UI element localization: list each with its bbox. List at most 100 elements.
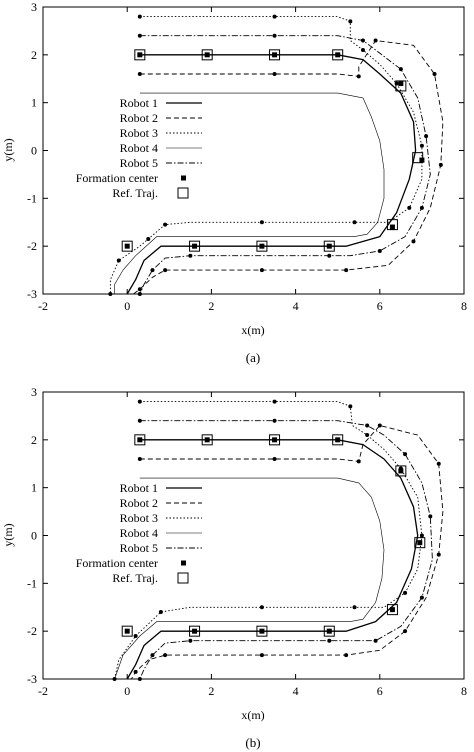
panel-a-legend-label: Robot 5 bbox=[120, 156, 158, 170]
panel-a-xtick-label: 6 bbox=[377, 299, 383, 313]
panel-b-formation-center-point bbox=[192, 628, 198, 634]
panel-b-robot-2-sample-point bbox=[344, 653, 349, 658]
panel-b-ref-traj-point bbox=[332, 434, 344, 446]
panel-a-robot-5-sample-point bbox=[137, 292, 142, 296]
panel-a-robot-3-sample-point bbox=[352, 220, 357, 225]
panel-b-robot-3-sample-point bbox=[365, 433, 370, 438]
panel-b-robot-5-sample-point bbox=[188, 638, 193, 643]
panel-b-robot-5-sample-point bbox=[137, 418, 142, 423]
panel-a-ytick-label: -1 bbox=[27, 191, 37, 205]
panel-a-ref-traj-point bbox=[386, 219, 398, 231]
panel-a-robot-3-sample-point bbox=[360, 48, 365, 53]
panel-b-series-layer bbox=[112, 399, 444, 681]
panel-b-robot-5-sample-point bbox=[150, 653, 155, 658]
panel-b-robot-3-sample-point bbox=[259, 605, 264, 610]
panel-b-formation-center-point bbox=[272, 437, 278, 443]
panel-a-robot-5-sample-point bbox=[150, 268, 155, 273]
panel-a-robot-3-sample-point bbox=[116, 258, 121, 263]
panel-b-legend-label: Formation center bbox=[76, 556, 158, 570]
panel-b-robot-3-sample-point bbox=[403, 590, 408, 595]
panel-a-robot-3-sample-point bbox=[407, 205, 412, 210]
panel-b-robot-3-sample-point bbox=[137, 399, 142, 404]
panel-b-ytick-label: 3 bbox=[31, 385, 37, 399]
panel-b-robot-3-sample-point bbox=[133, 633, 138, 638]
panel-b-caption: (b) bbox=[245, 735, 260, 750]
panel-b-ytick-label: 1 bbox=[31, 481, 37, 495]
panel-b-robot-2-sample-point bbox=[377, 423, 382, 428]
panel-b-ref-traj-point bbox=[386, 604, 398, 616]
panel-a-plot-frame bbox=[42, 6, 465, 295]
panel-a-ref-traj-point bbox=[189, 240, 201, 252]
panel-a-robot-3-sample-point bbox=[146, 236, 151, 241]
panel-a-ytick-label: 2 bbox=[31, 48, 37, 62]
panel-b-legend-label: Robot 5 bbox=[120, 541, 158, 555]
panel-a-robot-5-sample-point bbox=[188, 253, 193, 258]
panel-b-marker-layer bbox=[121, 434, 426, 637]
panel-b-robot-5-sample-point bbox=[272, 418, 277, 423]
panel-a-series-robot-2 bbox=[133, 40, 444, 295]
panel-a-caption: (a) bbox=[246, 350, 260, 365]
panel-a-robot-5-sample-point bbox=[424, 134, 429, 139]
panel-a-legend-label: Robot 3 bbox=[120, 126, 158, 140]
panel-b-robot-5-sample-point bbox=[327, 638, 332, 643]
panel-a-formation-center-point bbox=[272, 52, 278, 58]
panel-a-legend-label: Robot 4 bbox=[120, 141, 158, 155]
panel-b-formation-center-point bbox=[389, 607, 395, 613]
panel-a-robot-2-sample-point bbox=[373, 38, 378, 43]
panel-b-legend-label: Robot 2 bbox=[120, 496, 158, 510]
panel-b-ytick-label: 0 bbox=[31, 529, 37, 543]
panel-b-xtick-label: 8 bbox=[461, 684, 467, 698]
panel-b-ylabel: y(m) bbox=[1, 523, 15, 546]
panel-b-series-robot-2 bbox=[131, 425, 444, 680]
panel-a-xtick-label: 0 bbox=[124, 299, 130, 313]
panel-a-formation-center-point bbox=[326, 243, 332, 249]
panel-b-formation-center-point bbox=[137, 437, 143, 443]
panel-a-robot-2-sample-point bbox=[163, 268, 168, 273]
panel-b-ytick-label: -1 bbox=[27, 576, 37, 590]
panel-b-robot-5-sample-point bbox=[403, 452, 408, 457]
panel-b-robot-2-sample-point bbox=[356, 459, 361, 464]
panel-a-robot-5-sample-point bbox=[419, 205, 424, 210]
panel-a-robot-3-sample-point bbox=[259, 220, 264, 225]
panel-a-xtick-label: 4 bbox=[293, 299, 299, 313]
panel-b-ytick-label: -3 bbox=[27, 672, 37, 686]
panel-b-legend-label: Robot 4 bbox=[120, 526, 158, 540]
panel-a-ylabel: y(m) bbox=[1, 138, 15, 161]
panel-a-robot-3-sample-point bbox=[272, 14, 277, 19]
panel-b-xtick-label: 4 bbox=[293, 684, 299, 698]
panel-b-xtick-label: -2 bbox=[38, 684, 48, 698]
panel-b-ref-traj-point bbox=[323, 625, 335, 637]
panel-b-ref-traj-point bbox=[414, 537, 426, 549]
panel-b-robot-3-sample-point bbox=[348, 404, 353, 409]
panel-b-formation-center-point bbox=[124, 628, 130, 634]
panel-a-robot-5-sample-point bbox=[377, 248, 382, 253]
panel-b-robot-5-sample-point bbox=[137, 677, 142, 681]
panel-b-formation-center-point bbox=[398, 468, 404, 474]
panel-a-legend-label: Robot 2 bbox=[120, 111, 158, 125]
panel-a-ytick-label: -3 bbox=[27, 287, 37, 301]
panel-a-robot-5-sample-point bbox=[272, 33, 277, 38]
panel-b-robot-2-sample-point bbox=[272, 456, 277, 461]
panel-a-robot-2-sample-point bbox=[344, 268, 349, 273]
panel-a-ref-traj-point bbox=[395, 80, 407, 92]
panel-a-formation-center-point bbox=[389, 224, 395, 230]
panel-a-formation-center-point bbox=[137, 52, 143, 58]
panel-b-legend-label: Ref. Traj. bbox=[112, 571, 158, 585]
panel-a-robot-2-sample-point bbox=[432, 71, 437, 76]
panel-b-ref-traj-point bbox=[121, 625, 133, 637]
panel-a-robot-3-sample-point bbox=[348, 19, 353, 24]
panel-a-ref-traj-point bbox=[332, 49, 344, 61]
panel-b-robot-5-sample-point bbox=[365, 423, 370, 428]
panel-a-robot-2-sample-point bbox=[137, 71, 142, 76]
panel-b-series-robot-1 bbox=[126, 439, 419, 680]
panel-b-robot-2-sample-point bbox=[259, 653, 264, 658]
panel-a-legend-label: Ref. Traj. bbox=[112, 186, 158, 200]
panel-a-formation-center-point bbox=[335, 52, 341, 58]
panel-a-xtick-label: 8 bbox=[461, 299, 467, 313]
panel-b-legend-swatch-formation-center bbox=[181, 560, 186, 566]
panel-a-legend-label: Robot 1 bbox=[120, 96, 158, 110]
